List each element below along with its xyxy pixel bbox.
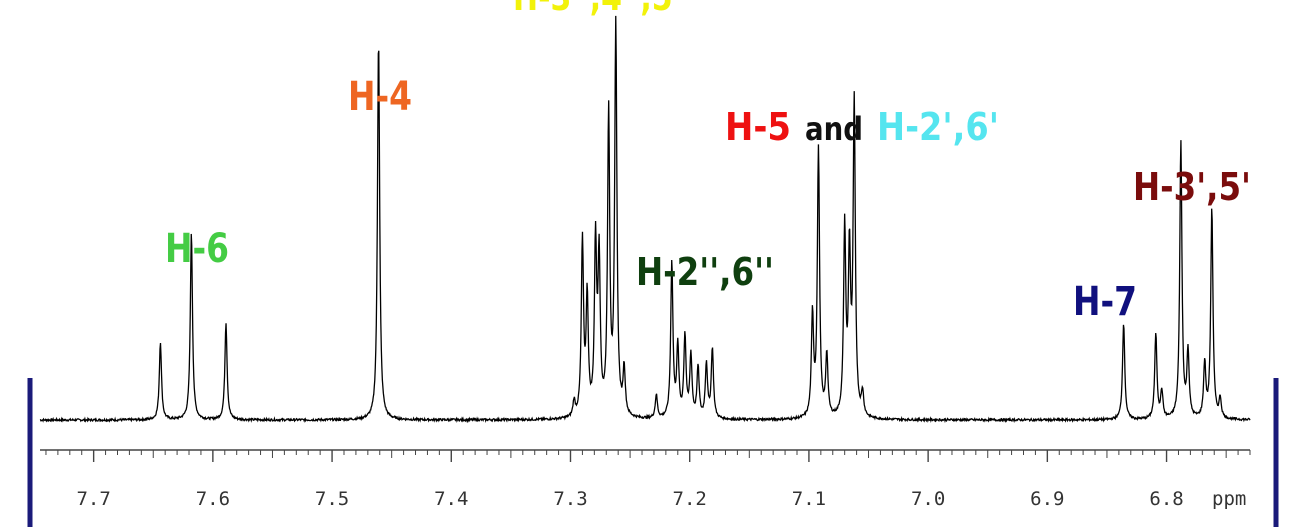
x-axis-tick-labels: 7.7 7.6 7.5 7.4 7.3 7.2 7.1 7.0 6.9 6.8: [76, 488, 1183, 510]
peak-label: H-5: [725, 105, 791, 149]
tick-label: 7.0: [911, 488, 945, 510]
tick-label: 7.4: [434, 488, 468, 510]
peak-label: H-2',6': [877, 105, 999, 149]
peak-label: and: [805, 110, 863, 148]
x-axis-unit-label: ppm: [1212, 488, 1246, 510]
tick-label: 6.8: [1149, 488, 1183, 510]
peak-label: H-3',5': [1133, 165, 1251, 209]
tick-label: 6.9: [1030, 488, 1064, 510]
tick-label: 7.1: [792, 488, 826, 510]
tick-label: 7.5: [315, 488, 349, 510]
tick-label: 7.3: [553, 488, 587, 510]
tick-label: 7.2: [673, 488, 707, 510]
peak-label: H-4: [348, 74, 412, 120]
tick-label: 7.7: [76, 488, 110, 510]
peak-annotations: H-6 H-4 H-3'',4'',5'' H-2'',6'' H-7 H-3',5' H-…: [165, 0, 1251, 325]
peak-label: H-6: [165, 226, 229, 272]
peak-label: H-3'',4'',5'': [513, 0, 691, 19]
peak-label: H-2'',6'': [636, 250, 774, 294]
x-axis-ticks: [45, 450, 1251, 462]
spectrum-trace: [39, 15, 1251, 424]
peak-label: H-7: [1073, 279, 1137, 325]
tick-label: 7.6: [196, 488, 230, 510]
